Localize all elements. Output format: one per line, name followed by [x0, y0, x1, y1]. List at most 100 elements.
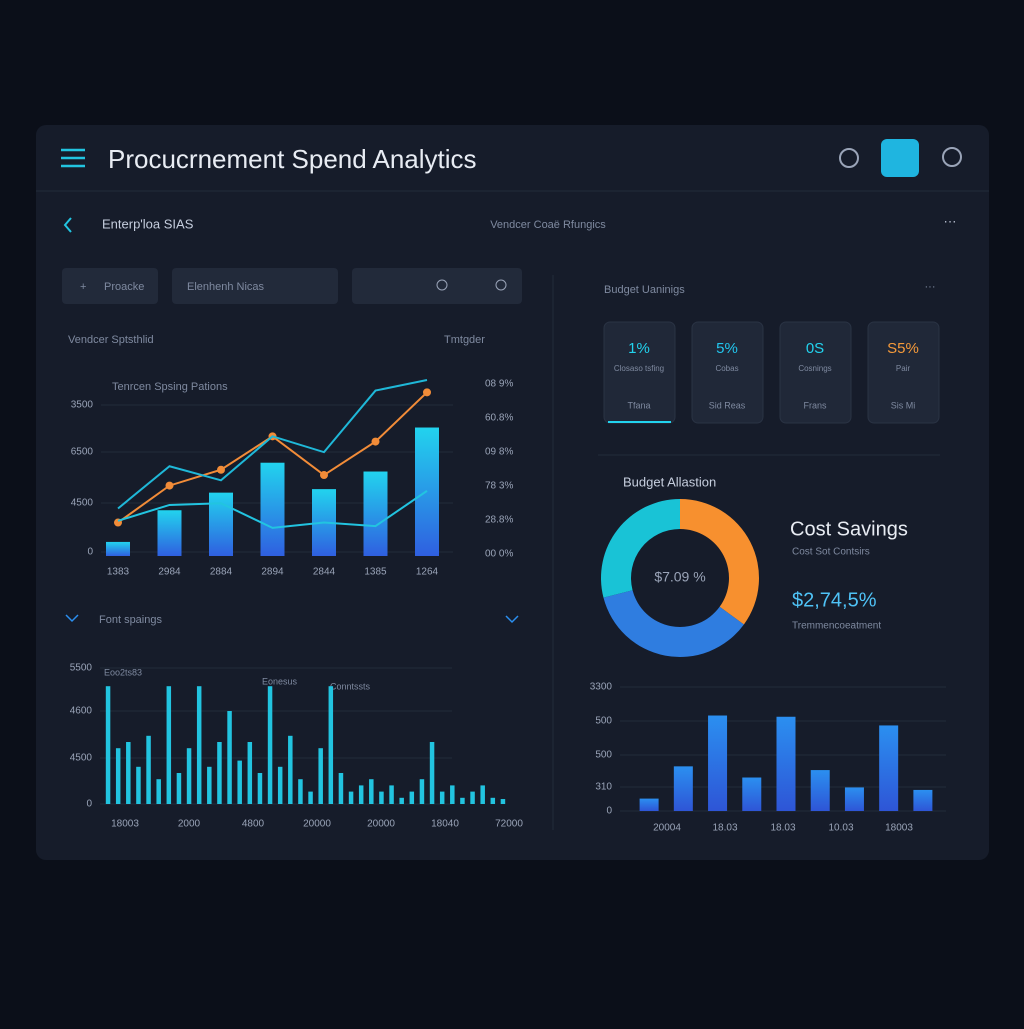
bar: [115, 748, 121, 804]
bar: [217, 742, 222, 804]
bar: [742, 777, 762, 811]
kpi-value: 1%: [628, 340, 650, 357]
bar: [490, 797, 496, 804]
chart-annotation: Conntssts: [330, 681, 371, 691]
kpi-value: 0S: [806, 340, 824, 357]
x-axis-label: 2894: [261, 567, 284, 578]
filter-dropdown[interactable]: [172, 268, 338, 304]
line-point: [371, 437, 380, 446]
kpi-label: Closaso tsfing: [614, 364, 664, 373]
kpi-card: [691, 321, 764, 424]
y-axis-label: 0: [86, 799, 92, 810]
line-point: [423, 388, 431, 397]
back-button[interactable]: [63, 217, 72, 233]
y-axis-label: 4500: [70, 753, 93, 764]
bar: [500, 799, 506, 804]
x-axis-label: 10.03: [828, 823, 853, 834]
chat-button[interactable]: [881, 139, 919, 177]
y2-axis-label: 78 3%: [485, 481, 513, 492]
bar: [257, 773, 263, 804]
x-axis-label: 72000: [495, 819, 523, 830]
savings-note: Tremmencoeatment: [792, 621, 881, 632]
panel-title: Vendcer Sptsthlid: [68, 334, 154, 346]
y2-axis-label: 09 8%: [485, 447, 513, 458]
bar: [136, 766, 141, 804]
chart-title: Font spaings: [99, 614, 162, 626]
more-menu[interactable]: ···: [925, 281, 936, 293]
bar: [126, 742, 131, 804]
bar: [369, 779, 374, 804]
bar: [166, 686, 172, 804]
card-title: Cost Savings: [790, 518, 908, 540]
bar: [460, 797, 465, 804]
bar: [156, 779, 161, 804]
bar: [844, 787, 864, 811]
bar: [399, 797, 404, 804]
bar: [308, 791, 313, 804]
y-axis-label: 4600: [70, 706, 93, 717]
bar: [237, 760, 242, 804]
x-axis-label: 20000: [303, 819, 331, 830]
kpi-label: Cobas: [715, 364, 738, 373]
kpi-sub: Tfana: [627, 400, 650, 410]
kpi-label: Cosnings: [798, 364, 831, 373]
x-axis-label: 2984: [158, 567, 181, 578]
y-axis-label: 310: [595, 782, 612, 793]
card-subtitle: Cost Sot Contsirs: [792, 547, 870, 558]
expand-icon[interactable]: [505, 615, 519, 624]
x-axis-label: 2884: [210, 567, 233, 578]
bar: [209, 492, 233, 556]
donut-center-label: $7.09 %: [654, 569, 705, 585]
bar: [776, 716, 796, 811]
donut-segment: [603, 590, 744, 658]
page-title: Procucrnement Spend Analytics: [108, 144, 477, 174]
x-axis-label: 20000: [367, 819, 395, 830]
kpi-label: Pair: [896, 364, 911, 373]
bar: [810, 770, 830, 811]
savings-value: $2,74,5%: [792, 589, 877, 611]
y-axis-label: 3500: [71, 400, 94, 411]
breadcrumb: Enterp'loa SIAS: [102, 216, 194, 231]
chart-annotation: Eonesus: [262, 676, 298, 686]
panel-menu[interactable]: Tmtgder: [444, 334, 485, 346]
y2-axis-label: 60.8%: [485, 413, 513, 424]
collapse-icon[interactable]: [65, 614, 79, 623]
bar: [260, 462, 285, 556]
line-series: [117, 379, 428, 510]
y2-axis-label: 08 9%: [485, 379, 513, 390]
profile-icon[interactable]: [942, 147, 962, 167]
bar: [379, 791, 384, 804]
panel: [36, 125, 989, 860]
y-axis-label: 6500: [71, 447, 94, 458]
bar: [105, 686, 111, 804]
bar: [639, 798, 659, 811]
x-axis-label: 1383: [107, 567, 130, 578]
line-series: [117, 490, 428, 529]
menu-icon[interactable]: [61, 148, 85, 168]
search-icon: [495, 279, 507, 291]
bar: [207, 766, 212, 804]
kpi-card: [867, 321, 940, 424]
x-axis-label: 2844: [313, 567, 336, 578]
y-axis-label: 5500: [70, 663, 93, 674]
settings-icon[interactable]: [839, 148, 859, 168]
bar: [267, 686, 273, 804]
bar: [288, 735, 293, 804]
x-axis-label: 18003: [885, 823, 913, 834]
x-axis-label: 4800: [242, 819, 265, 830]
more-menu[interactable]: ···: [944, 213, 957, 228]
bar: [348, 791, 354, 804]
bar: [196, 686, 202, 804]
filter-button[interactable]: [62, 268, 158, 304]
filter-icon: +: [80, 281, 86, 293]
x-axis-label: 18040: [431, 819, 459, 830]
y-axis-label: 3300: [590, 682, 613, 693]
filter-label: Elenhenh Nicas: [187, 281, 265, 293]
bar: [186, 748, 192, 804]
x-axis-label: 18.03: [770, 823, 795, 834]
x-axis-label: 20004: [653, 823, 681, 834]
bar: [176, 773, 182, 804]
bar: [708, 715, 728, 811]
x-axis-label: 18.03: [712, 823, 737, 834]
